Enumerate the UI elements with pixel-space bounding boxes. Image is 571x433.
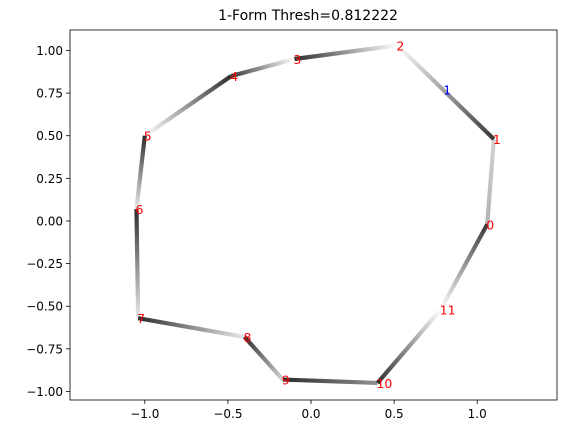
vertex-label-11: 11 — [440, 303, 456, 318]
edge-6-7 — [134, 209, 141, 319]
vertex-label-7: 7 — [137, 311, 145, 326]
vertex-label-0: 0 — [486, 217, 494, 232]
edge-label-1: 1 — [443, 83, 451, 98]
y-tick-label: 1.00 — [36, 44, 63, 58]
edge-11-0 — [438, 223, 490, 311]
y-tick-label: −0.50 — [26, 300, 63, 314]
edge-9-10 — [282, 377, 378, 386]
vertex-label-6: 6 — [135, 202, 143, 217]
y-tick-label: −0.25 — [26, 257, 63, 271]
vertex-label-4: 4 — [230, 69, 238, 84]
vertex-label-3: 3 — [293, 52, 301, 67]
edge-0-1 — [485, 138, 496, 225]
x-tick-label: −1.0 — [130, 407, 159, 421]
plot-frame — [69, 29, 558, 401]
edge-1-2 — [395, 43, 496, 141]
y-tick-label: 0.75 — [36, 87, 63, 101]
y-tick-label: −1.00 — [26, 385, 63, 399]
edges-layer — [134, 43, 496, 386]
vertex-label-2: 2 — [396, 38, 404, 53]
vertex-label-8: 8 — [244, 330, 252, 345]
x-tick-label: 1.0 — [468, 407, 487, 421]
chart-title: 1-Form Thresh=0.812222 — [218, 8, 398, 24]
vertex-label-1: 1 — [493, 132, 501, 147]
y-tick-label: 0.50 — [36, 129, 63, 143]
edge-8-9 — [242, 335, 285, 381]
edge-7-8 — [137, 316, 245, 339]
edge-10-11 — [375, 308, 443, 385]
edge-2-3 — [294, 43, 398, 62]
vertex-label-10: 10 — [376, 376, 392, 391]
y-tick-label: 0.00 — [36, 214, 63, 228]
x-axis: −1.0 −0.5 0.0 0.5 1.0 — [130, 400, 487, 421]
edge-3-4 — [230, 56, 295, 79]
y-tick-label: 0.25 — [36, 172, 63, 186]
x-tick-label: 0.5 — [385, 407, 404, 421]
edge-5-6 — [134, 135, 147, 210]
edge-4-5 — [143, 74, 233, 138]
y-axis: −1.00 −0.75 −0.50 −0.25 0.00 0.25 0.50 0.75 1.00 — [26, 44, 70, 399]
y-tick-label: −0.75 — [26, 342, 63, 356]
x-tick-label: 0.0 — [301, 407, 320, 421]
vertex-label-5: 5 — [144, 129, 152, 144]
x-tick-label: −0.5 — [213, 407, 242, 421]
vertex-label-9: 9 — [282, 373, 290, 388]
